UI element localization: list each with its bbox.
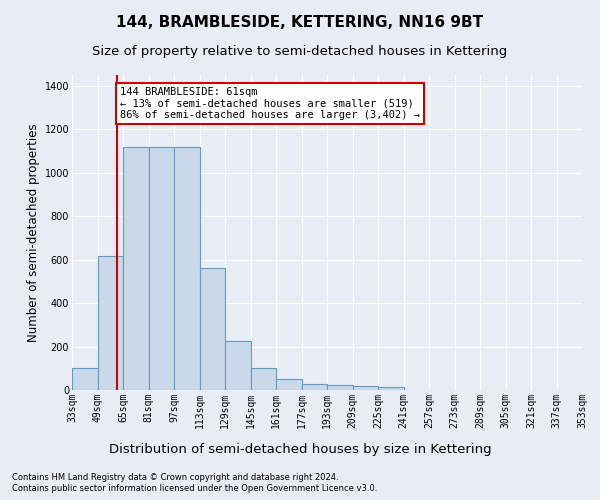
Text: Contains public sector information licensed under the Open Government Licence v3: Contains public sector information licen… <box>12 484 377 493</box>
Bar <box>225 341 251 390</box>
Bar <box>174 146 199 390</box>
Y-axis label: Number of semi-detached properties: Number of semi-detached properties <box>28 123 40 342</box>
Bar <box>199 268 225 390</box>
Bar <box>72 368 97 390</box>
Bar <box>97 256 123 390</box>
Text: Size of property relative to semi-detached houses in Kettering: Size of property relative to semi-detach… <box>92 45 508 58</box>
Text: 144, BRAMBLESIDE, KETTERING, NN16 9BT: 144, BRAMBLESIDE, KETTERING, NN16 9BT <box>116 15 484 30</box>
Bar <box>149 146 174 390</box>
Text: Contains HM Land Registry data © Crown copyright and database right 2024.: Contains HM Land Registry data © Crown c… <box>12 472 338 482</box>
Text: Distribution of semi-detached houses by size in Kettering: Distribution of semi-detached houses by … <box>109 442 491 456</box>
Bar <box>353 386 378 390</box>
Bar <box>302 384 327 390</box>
Bar <box>378 386 404 390</box>
Bar <box>123 146 149 390</box>
Bar <box>251 368 276 390</box>
Text: 144 BRAMBLESIDE: 61sqm
← 13% of semi-detached houses are smaller (519)
86% of se: 144 BRAMBLESIDE: 61sqm ← 13% of semi-det… <box>120 87 420 120</box>
Bar <box>276 379 302 390</box>
Bar <box>327 384 353 390</box>
